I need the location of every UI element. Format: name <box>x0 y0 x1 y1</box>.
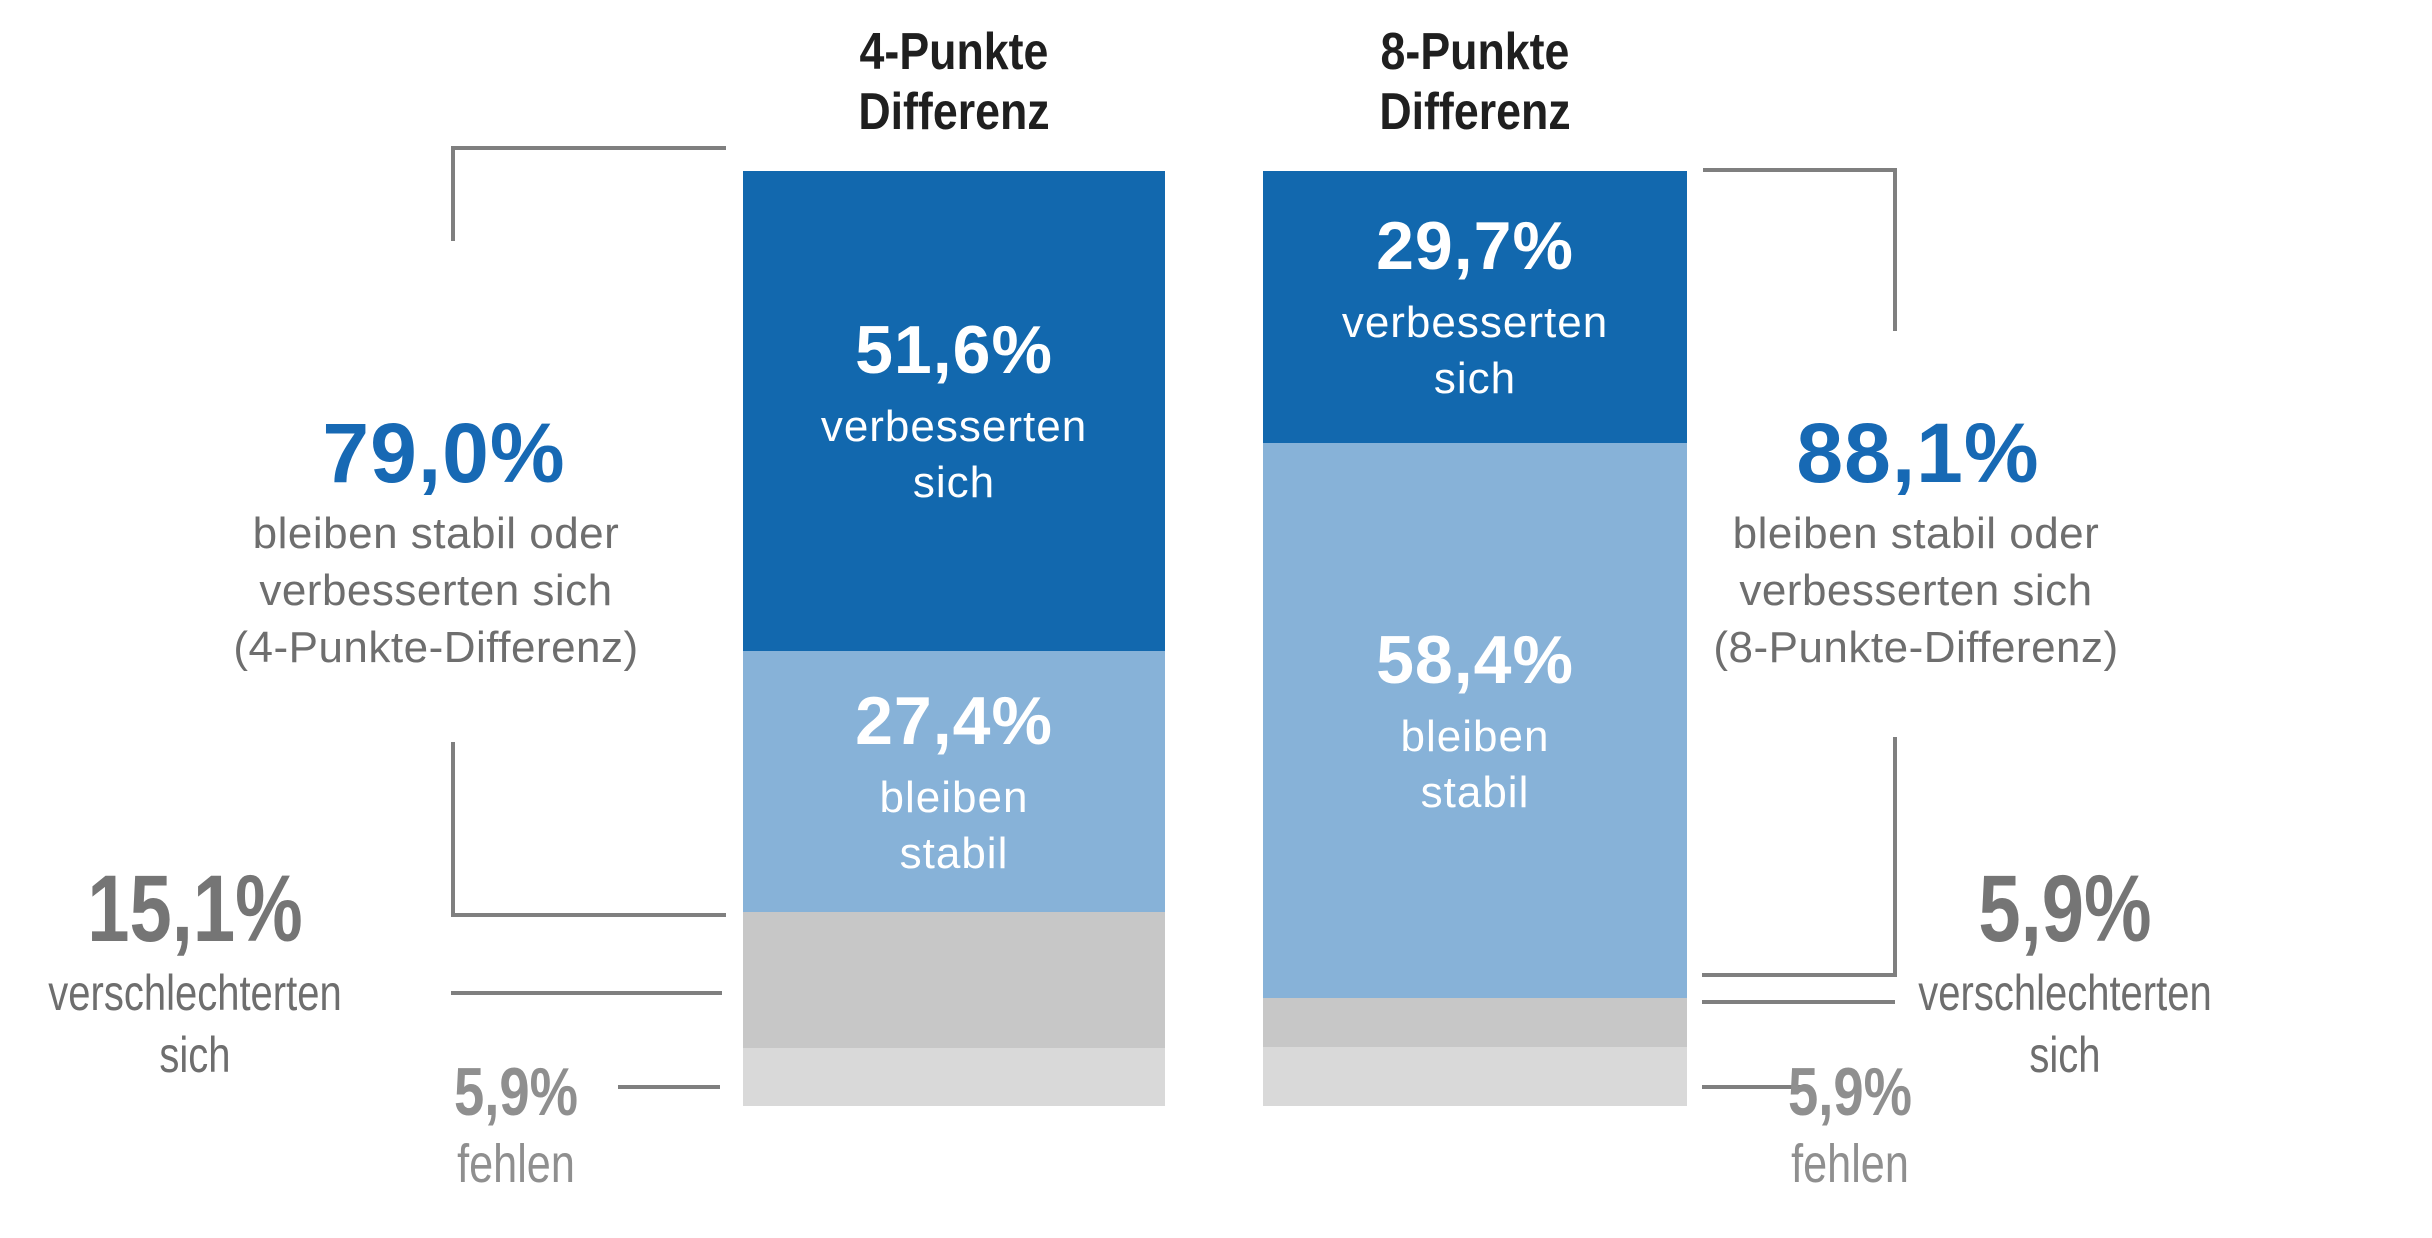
segment-right-stable-value: 58,4% <box>1376 621 1574 698</box>
callout-right-worse-value: 5,9% <box>1978 856 2152 962</box>
callout-left-total-text: bleiben stabil oder verbesserten sich (4… <box>136 505 736 676</box>
segment-left-stable-value: 27,4% <box>855 682 1053 759</box>
segment-right-stable-label-line1: bleiben <box>1400 711 1550 761</box>
column-title-left-line2: Differenz <box>858 83 1050 141</box>
callout-left-worse-text: verschlechterten sich <box>39 962 351 1086</box>
bracket-right-total-bottom <box>1702 737 1897 977</box>
segment-left-stable-label-line1: bleiben <box>879 772 1029 822</box>
column-title-right-line2: Differenz <box>1379 83 1571 141</box>
callout-left-total-value: 79,0% <box>322 406 566 500</box>
pointer-line-right-worse <box>1702 1000 1895 1004</box>
column-title-left: 4-Punkte Differenz <box>739 22 1169 142</box>
bracket-right-total-top <box>1703 168 1897 331</box>
segment-right-improved-value: 29,7% <box>1376 208 1574 284</box>
pointer-line-left-missing <box>618 1085 720 1089</box>
callout-left-missing-value: 5,9% <box>454 1054 578 1130</box>
segment-left-worse <box>743 912 1165 1048</box>
segment-right-missing <box>1263 1047 1687 1106</box>
callout-left-total-line3: (4-Punkte-Differenz) <box>233 623 639 672</box>
segment-right-improved: 29,7% verbesserten sich <box>1263 171 1687 443</box>
segment-left-missing <box>743 1048 1165 1106</box>
segment-right-improved-label-line1: verbesserten <box>1341 298 1609 347</box>
callout-left-worse-value: 15,1% <box>87 856 303 962</box>
segment-left-stable: 27,4% bleiben stabil <box>743 651 1165 912</box>
segment-right-worse <box>1263 998 1687 1047</box>
segment-left-improved-label-line1: verbesserten <box>820 402 1088 451</box>
callout-right-total-value: 88,1% <box>1796 406 2040 500</box>
callout-left-total-line1: bleiben stabil oder <box>252 509 620 558</box>
callout-left-missing-label: fehlen <box>457 1134 575 1194</box>
callout-right-worse-line2: sich <box>2029 1027 2101 1083</box>
segment-left-improved-label-line2: sich <box>912 458 996 507</box>
callout-right-worse-text: verschlechterten sich <box>1909 962 2221 1086</box>
callout-left-worse-line1: verschlechterten <box>48 965 342 1021</box>
segment-left-improved: 51,6% verbesserten sich <box>743 171 1165 651</box>
callout-right-worse-line1: verschlechterten <box>1918 965 2212 1021</box>
segment-right-improved-label-line2: sich <box>1433 354 1517 403</box>
callout-right-total-line2: verbesserten sich <box>1739 566 2093 615</box>
stacked-bar-right: 29,7% verbesserten sich 58,4% bleiben st… <box>1263 171 1687 1106</box>
column-title-right: 8-Punkte Differenz <box>1260 22 1690 142</box>
pointer-line-left-worse <box>451 991 722 995</box>
callout-left-worse-line2: sich <box>159 1027 231 1083</box>
segment-right-stable: 58,4% bleiben stabil <box>1263 443 1687 998</box>
segment-right-stable-label-line2: stabil <box>1420 767 1530 817</box>
callout-right-total-line3: (8-Punkte-Differenz) <box>1713 623 2119 672</box>
stacked-bar-left: 51,6% verbesserten sich 27,4% bleiben st… <box>743 171 1165 1106</box>
callout-right-missing-value: 5,9% <box>1788 1054 1912 1130</box>
segment-left-improved-value: 51,6% <box>855 312 1053 388</box>
bracket-left-total-bottom <box>451 742 726 917</box>
bracket-left-total-top <box>451 146 726 241</box>
callout-right-total-line1: bleiben stabil oder <box>1732 509 2100 558</box>
callout-left-total-line2: verbesserten sich <box>259 566 613 615</box>
column-title-right-line1: 8-Punkte <box>1380 23 1570 81</box>
segment-left-stable-label-line2: stabil <box>899 828 1009 878</box>
pointer-line-right-missing <box>1702 1085 1804 1089</box>
column-title-left-line1: 4-Punkte <box>859 23 1049 81</box>
callout-right-total-text: bleiben stabil oder verbesserten sich (8… <box>1616 505 2216 676</box>
callout-right-missing-label: fehlen <box>1791 1134 1909 1194</box>
